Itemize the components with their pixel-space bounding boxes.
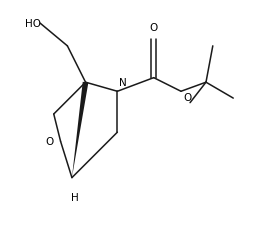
Text: HO: HO: [25, 19, 41, 29]
Polygon shape: [72, 82, 88, 178]
Text: H: H: [72, 193, 79, 202]
Text: O: O: [46, 137, 54, 147]
Text: O: O: [150, 23, 158, 33]
Text: O: O: [183, 93, 192, 103]
Text: N: N: [118, 77, 126, 87]
